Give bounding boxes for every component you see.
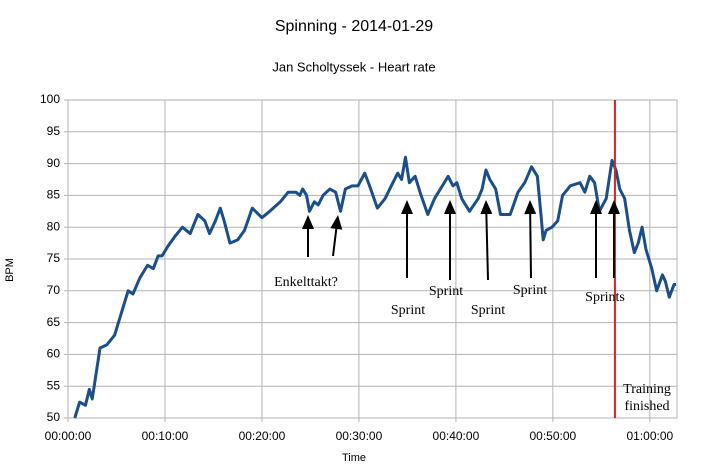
annotation: Enkelttakt? <box>274 275 338 290</box>
y-tick-label: 90 <box>47 156 61 170</box>
y-tick-label: 80 <box>47 219 61 233</box>
arrow-head <box>608 200 620 214</box>
x-tick-label: 00:40:00 <box>433 429 480 443</box>
x-tick-label: 00:20:00 <box>239 429 286 443</box>
data-line <box>73 155 677 419</box>
arrow-head <box>590 200 602 214</box>
arrow-shaft <box>485 213 489 281</box>
y-tick-label: 65 <box>47 315 61 329</box>
y-tick-label: 100 <box>40 92 60 106</box>
y-tick-label: 50 <box>47 410 61 424</box>
arrow-head <box>444 200 456 214</box>
y-tick-label: 85 <box>47 188 61 202</box>
annotation: Sprint <box>471 303 505 318</box>
arrow-head <box>302 215 314 229</box>
x-tick-label: 01:00:00 <box>626 429 673 443</box>
chart-title: Spinning - 2014-01-29 <box>275 18 433 35</box>
arrow-head <box>401 200 413 214</box>
annotation: finished <box>624 399 669 414</box>
annotation: Sprint <box>513 283 547 298</box>
y-tick-label: 60 <box>47 347 61 361</box>
y-tick-label: 95 <box>47 124 61 138</box>
x-tick-label: 00:30:00 <box>336 429 383 443</box>
arrow-head <box>524 200 537 215</box>
arrow-head <box>330 215 343 230</box>
plot-frame <box>67 99 678 419</box>
annotation: Sprints <box>585 290 625 305</box>
x-tick-label: 00:00:00 <box>45 429 92 443</box>
x-axis-label: Time <box>342 452 366 464</box>
annotation: Training <box>623 382 671 397</box>
x-tick-label: 00:50:00 <box>530 429 577 443</box>
annotation: Sprint <box>429 284 463 299</box>
arrow-shaft <box>529 213 532 279</box>
annotation: Sprint <box>391 303 425 318</box>
x-tick-label: 00:10:00 <box>142 429 189 443</box>
chart-subtitle: Jan Scholtyssek - Heart rate <box>272 59 435 74</box>
y-tick-label: 75 <box>47 251 61 265</box>
arrow-shaft <box>332 228 338 257</box>
y-tick-label: 55 <box>47 378 61 392</box>
arrow-head <box>480 200 493 215</box>
y-tick-label: 70 <box>47 283 61 297</box>
y-axis-label: BPM <box>4 258 16 282</box>
